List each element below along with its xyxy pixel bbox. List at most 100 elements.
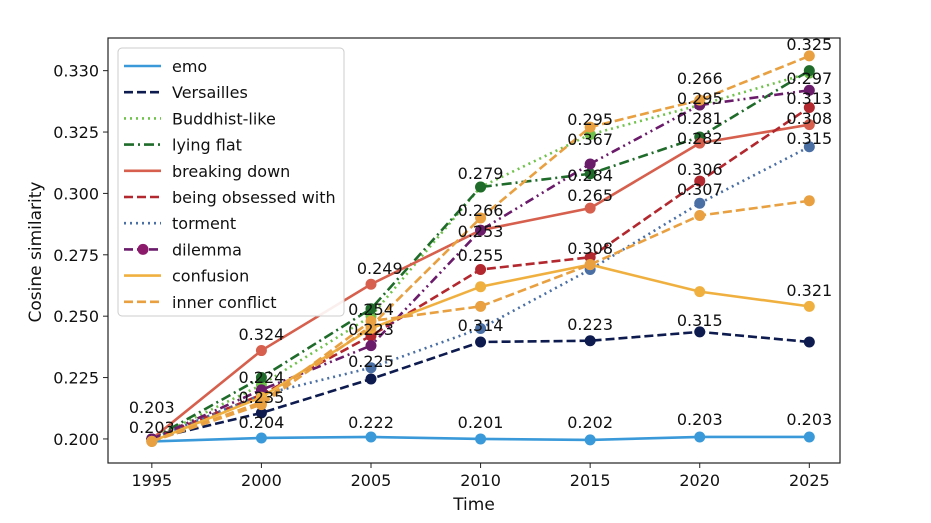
data-point — [584, 259, 596, 271]
data-point — [694, 137, 706, 149]
data-point — [365, 303, 377, 315]
data-point — [694, 326, 706, 338]
data-point — [475, 300, 487, 312]
data-point — [475, 181, 487, 193]
data-point — [694, 197, 706, 209]
data-point — [584, 158, 596, 170]
data-point — [803, 65, 815, 77]
data-label: 0.266 — [677, 69, 723, 88]
data-point — [475, 224, 487, 236]
data-label: 0.225 — [348, 352, 394, 371]
data-label: 0.203 — [786, 410, 832, 429]
data-point — [584, 434, 596, 446]
legend-label: torment — [172, 214, 236, 233]
data-label: 0.222 — [348, 413, 394, 432]
legend-item: torment — [124, 214, 236, 233]
legend-label: Versailles — [172, 83, 248, 102]
data-label: 0.266 — [458, 201, 504, 220]
y-tick-label: 0.300 — [53, 184, 99, 203]
data-point — [694, 175, 706, 187]
data-label: 0.295 — [677, 89, 723, 108]
data-point — [803, 300, 815, 312]
data-label: 0.254 — [348, 300, 394, 319]
x-axis: 1995 2000 2005 2010 2015 2020 2025 — [131, 463, 830, 490]
data-point — [475, 433, 487, 445]
data-label: 0.203 — [129, 398, 175, 417]
data-point — [365, 362, 377, 374]
data-point — [475, 336, 487, 348]
y-axis-label: Cosine similarity — [26, 182, 46, 323]
data-label: 0.367 — [567, 130, 613, 149]
data-label: 0.279 — [458, 164, 504, 183]
data-label: 0.223 — [567, 315, 613, 334]
data-point — [803, 141, 815, 153]
data-point — [255, 432, 267, 444]
data-point — [584, 335, 596, 347]
legend-item: confusion — [124, 267, 249, 286]
data-label: 0.203 — [129, 418, 175, 437]
data-label: 0.306 — [677, 160, 723, 179]
data-point — [365, 278, 377, 290]
legend-item: Versailles — [124, 83, 248, 102]
x-axis-label: Time — [452, 495, 495, 515]
legend-item: inner conflict — [124, 293, 277, 312]
data-point — [694, 94, 706, 106]
legend-box — [117, 47, 345, 317]
data-label: 0.308 — [567, 239, 613, 258]
plot-frame — [107, 37, 841, 464]
x-tick-label: 2015 — [570, 471, 611, 490]
data-label: 0.255 — [458, 246, 504, 265]
x-tick-label: 2005 — [351, 471, 392, 490]
data-point — [694, 286, 706, 298]
legend-marker — [137, 243, 149, 255]
data-label: 0.324 — [239, 325, 285, 344]
data-point — [475, 264, 487, 276]
data-label: 0.284 — [567, 166, 613, 185]
data-label: 0.249 — [357, 259, 403, 278]
data-label: 0.253 — [458, 222, 504, 241]
legend-item: lying flat — [124, 136, 242, 155]
data-point — [146, 435, 158, 447]
data-point — [694, 431, 706, 443]
data-point — [584, 168, 596, 180]
data-label: 0.201 — [458, 413, 504, 432]
data-point — [365, 431, 377, 443]
data-label: 0.295 — [567, 110, 613, 129]
data-point — [365, 340, 377, 352]
legend-item: dilemma — [124, 240, 242, 259]
legend-label: breaking down — [172, 162, 290, 181]
y-tick-label: 0.330 — [53, 62, 99, 81]
data-label: 0.203 — [677, 410, 723, 429]
data-point — [584, 121, 596, 133]
data-label: 0.235 — [239, 388, 285, 407]
data-label: 0.315 — [677, 311, 723, 330]
y-axis: 0.200 0.225 0.250 0.275 0.300 0.325 0.330 — [53, 62, 108, 449]
data-label: 0.321 — [786, 281, 832, 300]
y-tick-label: 0.225 — [53, 369, 99, 388]
series-unnamed — [146, 50, 815, 447]
legend-item: breaking down — [124, 162, 290, 181]
data-point — [803, 431, 815, 443]
x-tick-label: 2010 — [460, 471, 501, 490]
legend-label: lying flat — [172, 136, 242, 155]
data-point — [694, 210, 706, 222]
data-point — [803, 84, 815, 96]
data-label: 0.224 — [239, 368, 285, 387]
y-tick-label: 0.250 — [53, 307, 99, 326]
data-point — [584, 202, 596, 214]
data-point — [803, 101, 815, 113]
legend-label: dilemma — [172, 240, 242, 259]
data-point — [365, 373, 377, 385]
data-point — [803, 119, 815, 131]
data-label: 0.282 — [677, 129, 723, 148]
data-point — [365, 320, 377, 332]
data-label: 0.325 — [786, 35, 832, 54]
legend-label: emo — [172, 57, 207, 76]
legend-item: Buddhist-like — [124, 109, 276, 128]
legend-label: Buddhist-like — [172, 109, 276, 128]
x-tick-label: 1995 — [131, 471, 172, 490]
data-label: 0.297 — [786, 69, 832, 88]
data-label: 0.281 — [677, 109, 723, 128]
